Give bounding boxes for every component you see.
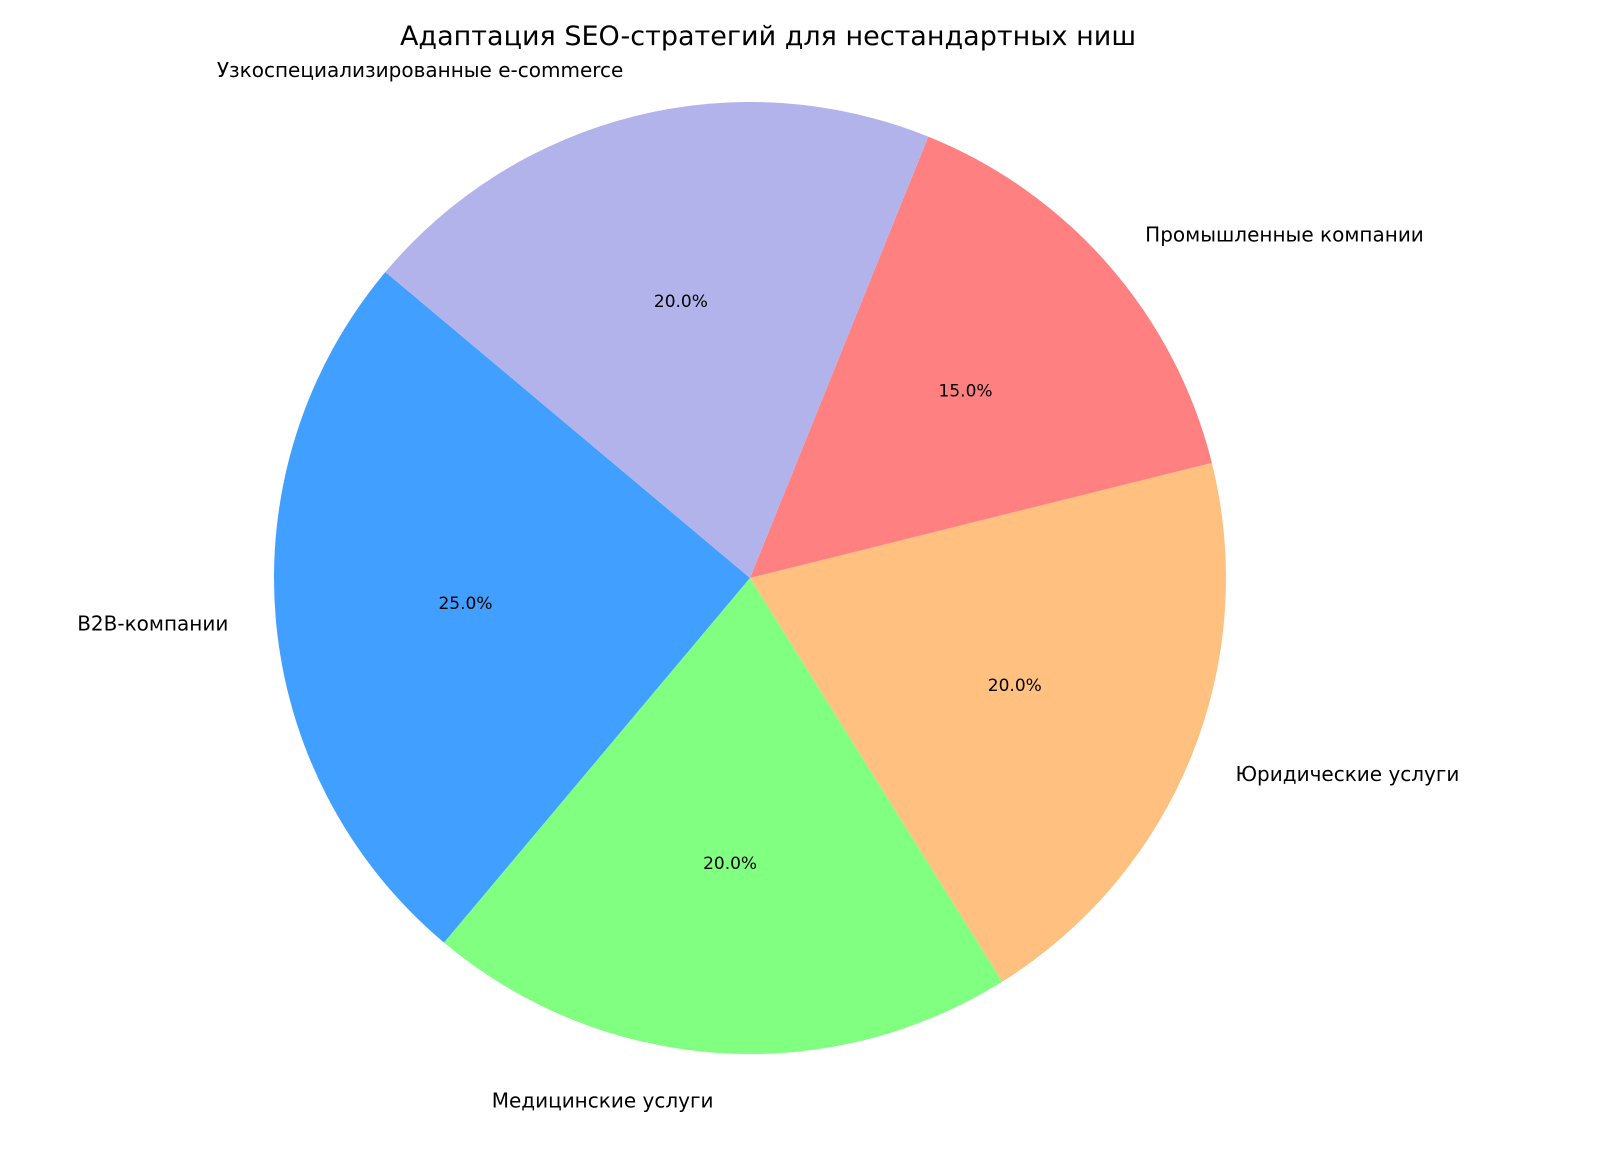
pie-slice (385, 102, 929, 578)
slice-label: B2B-компании (77, 612, 228, 636)
pie-slice (750, 136, 1212, 578)
slice-label: Юридические услуги (1235, 762, 1459, 786)
slice-label: Промышленные компании (1145, 222, 1424, 246)
percent-label: 15.0% (939, 382, 993, 402)
pie-slice (444, 578, 1003, 1054)
pie-slice (750, 462, 1226, 982)
percent-label: 25.0% (438, 594, 492, 614)
chart-title: Адаптация SEO-стратегий для нестандартны… (400, 21, 1136, 52)
percent-label: 20.0% (654, 292, 708, 312)
percent-label: 20.0% (988, 676, 1042, 696)
percent-label: 20.0% (703, 854, 757, 874)
slice-label: Медицинские услуги (492, 1088, 714, 1112)
slice-label: Узкоспециализированные e-commerce (217, 58, 623, 82)
pie-slice (274, 272, 750, 943)
